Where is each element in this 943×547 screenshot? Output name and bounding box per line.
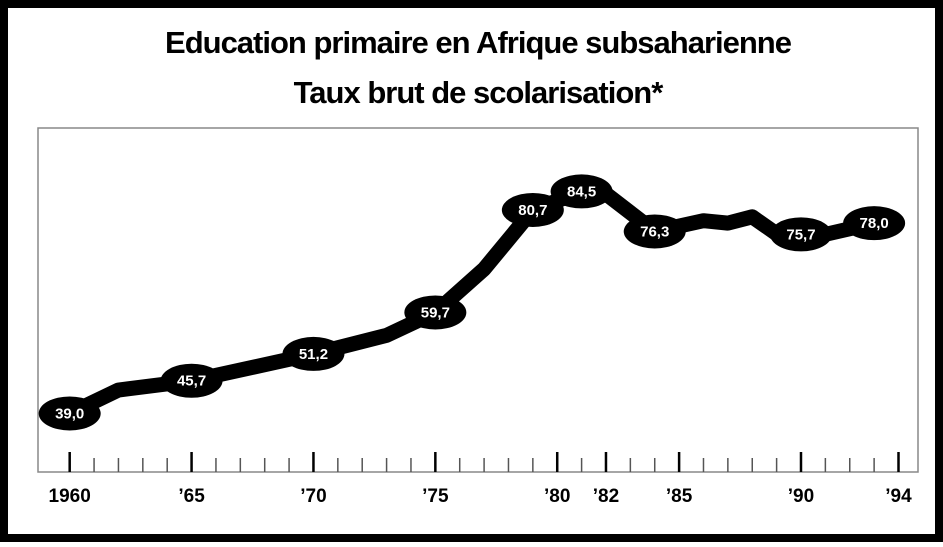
data-label: 84,5	[567, 183, 596, 200]
x-tick-label: ’85	[666, 486, 693, 507]
data-label: 45,7	[177, 373, 206, 390]
x-tick-label: ’80	[544, 486, 570, 507]
x-tick-label: ’90	[788, 486, 814, 507]
data-point	[404, 295, 467, 330]
data-point	[38, 396, 101, 431]
data-point	[843, 206, 906, 241]
data-label: 76,3	[640, 223, 669, 240]
x-tick-label: ’82	[593, 486, 619, 507]
data-label: 78,0	[860, 215, 889, 232]
data-label: 80,7	[518, 202, 547, 219]
data-label: 51,2	[299, 346, 328, 363]
data-label: 75,7	[786, 226, 815, 243]
x-tick-label: ’94	[885, 486, 912, 507]
data-point	[623, 214, 686, 249]
chart-title: Education primaire en Afrique subsaharie…	[165, 25, 792, 60]
data-label: 59,7	[421, 304, 450, 321]
x-tick-label: ’65	[178, 486, 205, 507]
data-label: 39,0	[55, 405, 84, 422]
data-point	[160, 363, 223, 398]
chart-subtitle: Taux brut de scolarisation*	[294, 75, 665, 110]
data-point	[769, 217, 832, 252]
x-tick-label: 1960	[49, 486, 91, 507]
x-tick-label: ’70	[300, 486, 326, 507]
x-tick-label: ’75	[422, 486, 449, 507]
data-point	[282, 336, 345, 371]
data-point	[550, 174, 613, 209]
data-point	[501, 192, 564, 227]
plot-area	[37, 127, 919, 473]
